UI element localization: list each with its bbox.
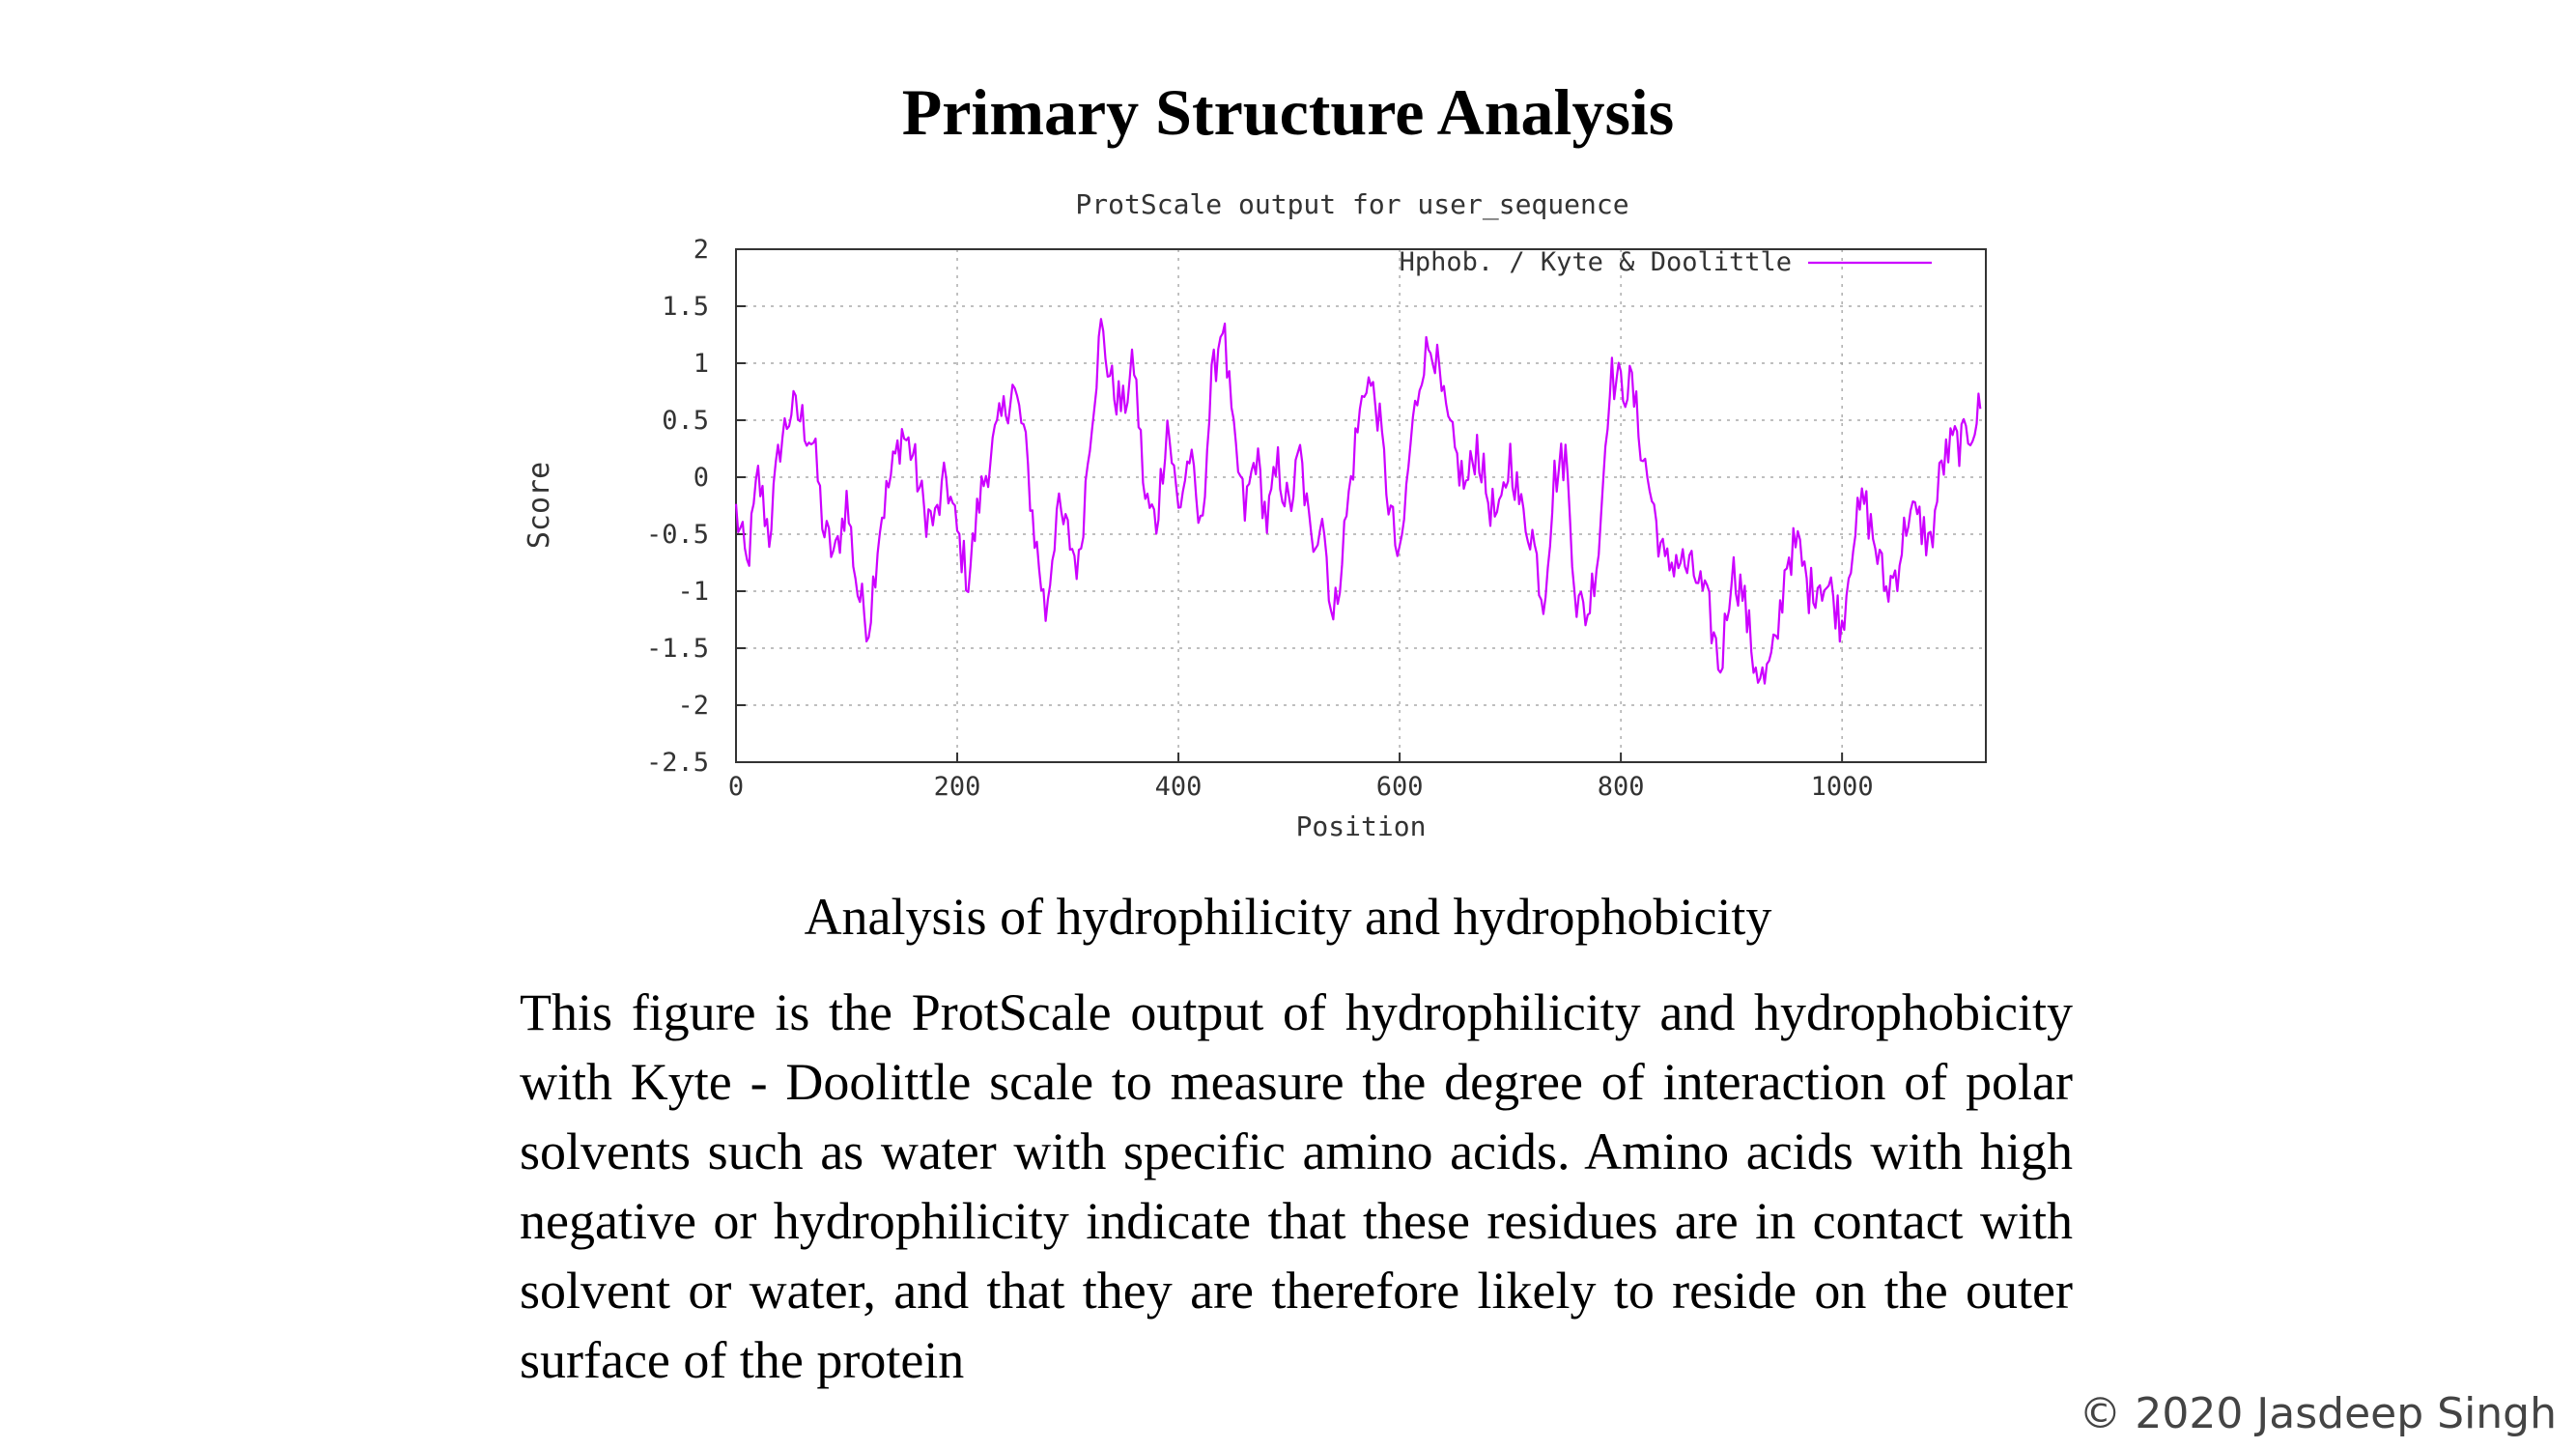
y-tick-label: 1.5: [662, 292, 709, 322]
x-tick-label: 800: [1598, 772, 1645, 802]
chart-grid: [736, 249, 1986, 762]
y-tick-label: 1: [694, 349, 709, 379]
figure-caption: Analysis of hydrophilicity and hydrophob…: [804, 888, 1772, 946]
x-tick-label: 400: [1155, 772, 1203, 802]
legend-label: Hphob. / Kyte & Doolittle: [1400, 247, 1792, 277]
y-tick-label: -0.5: [646, 520, 709, 550]
copyright-notice: © 2020 Jasdeep Singh: [2079, 1389, 2557, 1438]
x-axis: 0 200 400 600 800 1000: [728, 753, 1874, 802]
y-axis-label: Score: [523, 462, 556, 549]
x-tick-label: 1000: [1811, 772, 1874, 802]
y-tick-label: -1: [677, 577, 709, 607]
y-tick-label: 2: [694, 235, 709, 265]
y-tick-label: -2.5: [646, 748, 709, 778]
y-tick-label: 0.5: [662, 406, 709, 436]
series-line-hydrophobicity: [734, 318, 1982, 685]
protscale-chart: ProtScale output for user_sequence 2 1.5 1…: [523, 188, 1987, 842]
x-tick-label: 0: [728, 772, 744, 802]
x-tick-label: 200: [934, 772, 981, 802]
description-paragraph: This figure is the ProtScale output of h…: [520, 983, 2073, 1389]
x-tick-label: 600: [1376, 772, 1424, 802]
x-axis-label: Position: [1296, 810, 1427, 842]
chart-title: ProtScale output for user_sequence: [1075, 188, 1628, 221]
chart-legend: Hphob. / Kyte & Doolittle: [1400, 247, 1932, 277]
slide-title: Primary Structure Analysis: [901, 75, 1675, 149]
y-tick-label: -1.5: [646, 634, 709, 664]
y-axis: 2 1.5 1 0.5 0 -0.5 -1 -1.5 -2 -2.5: [646, 235, 746, 778]
y-tick-label: -2: [677, 691, 709, 721]
y-tick-label: 0: [694, 463, 709, 493]
